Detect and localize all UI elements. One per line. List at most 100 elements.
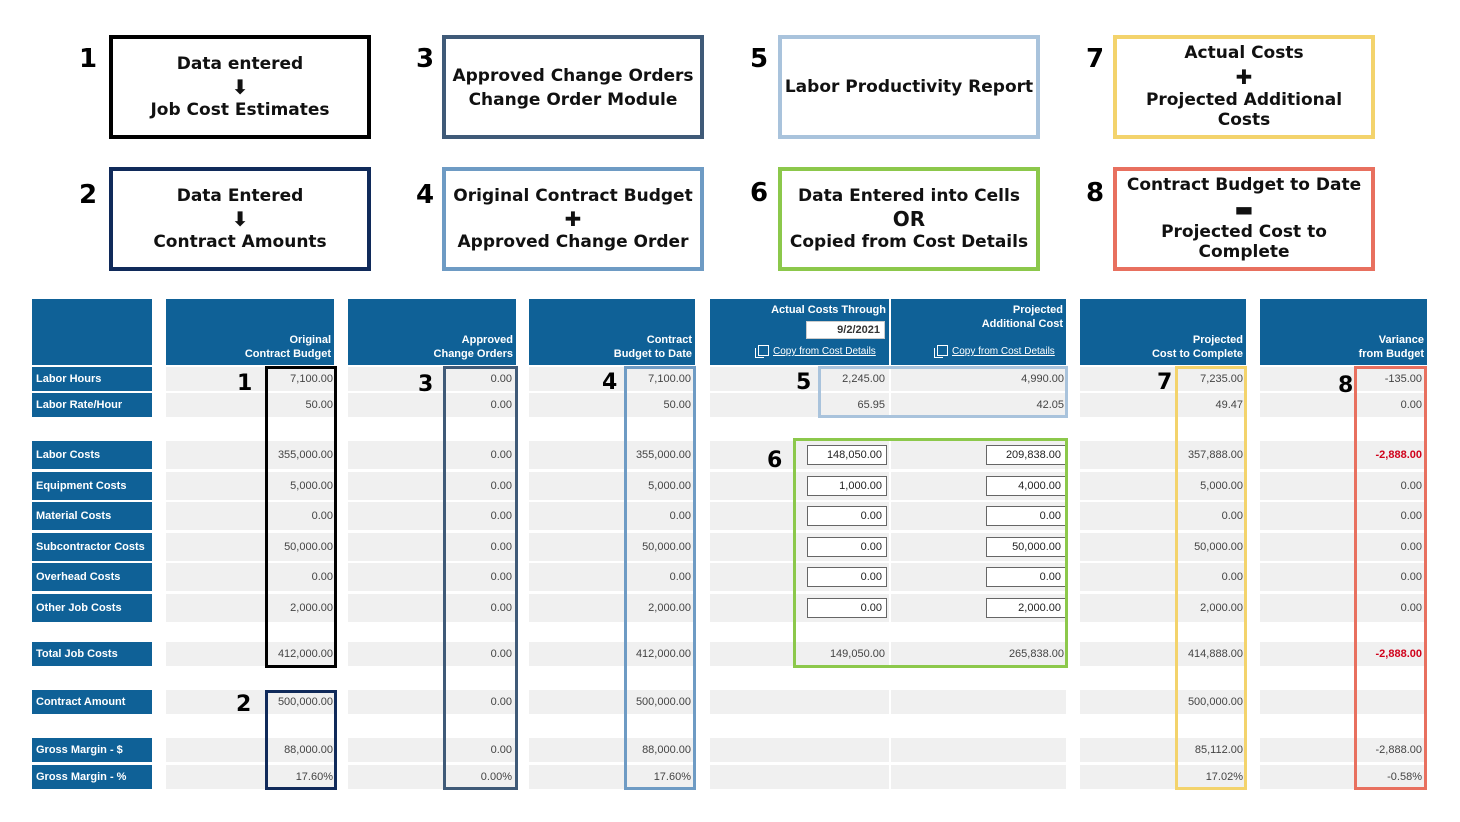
cell-band (891, 393, 1066, 417)
cell-band (529, 502, 695, 530)
header-actual-costs-through: Actual Costs Through 9/2/2021 Copy from … (710, 299, 889, 365)
legend-box-or-text: OR (892, 207, 926, 231)
cell-band (1260, 441, 1427, 469)
variance-labor-costs-value: -2,888.00 (1375, 448, 1422, 461)
variance-overhead-costs-value: 0.00 (1400, 570, 1422, 583)
projected-add-material-costs-input[interactable]: 0.00 (986, 506, 1066, 526)
variance-gross-margin-pct-value: -0.58% (1387, 770, 1422, 783)
cell-band (166, 441, 334, 469)
cell-band (1260, 563, 1427, 591)
table-marker-6: 6 (767, 448, 783, 473)
original-labor-costs-value: 355,000.00 (277, 448, 333, 461)
actual-labor-hours-value: 2,245.00 (842, 372, 885, 385)
cell-band (348, 642, 516, 666)
header-line-1: Variance (1378, 334, 1424, 346)
variance-equipment-costs-value: 0.00 (1400, 479, 1422, 492)
cell-band (1260, 594, 1427, 622)
cell-band (529, 642, 695, 666)
contract-total-job-costs-value: 412,000.00 (635, 647, 691, 660)
variance-gross-margin-dollar-value: -2,888.00 (1375, 743, 1422, 756)
legend-box-original-plus-approved: Original Contract Budget ✚ Approved Chan… (442, 167, 704, 271)
cell-band (1260, 393, 1427, 417)
copy-from-cost-details-actual[interactable]: Copy from Cost Details (755, 345, 876, 359)
legend-box-bottom-text: Projected Cost to Complete (1161, 221, 1327, 263)
original-labor-hours-value: 7,100.00 (290, 372, 333, 385)
cell-band (166, 533, 334, 561)
cell-band (166, 472, 334, 500)
variance-labor-rate-value: 0.00 (1400, 398, 1422, 411)
minus-icon: ▬ (1234, 196, 1254, 221)
approved-labor-hours-value: 0.00 (490, 372, 512, 385)
header-original-contract-budget: Original Contract Budget (166, 299, 334, 365)
cell-band (1080, 393, 1246, 417)
projected-complete-other-job-costs-value: 2,000.00 (1200, 601, 1243, 614)
row-label-labor-hours: Labor Hours (32, 367, 152, 391)
legend-box-text: Labor Productivity Report (784, 76, 1034, 97)
cell-band (166, 563, 334, 591)
cell-band (1080, 533, 1246, 561)
legend-box-bottom-text: Contract Amounts (153, 232, 327, 252)
projected-add-other-job-costs-input[interactable]: 2,000.00 (986, 598, 1066, 618)
legend-box-top-text: Original Contract Budget (453, 185, 693, 206)
header-line-1: Contract (646, 334, 692, 346)
table-marker-1: 1 (237, 371, 253, 396)
down-arrow-icon: ⬇ (231, 207, 249, 231)
projected-complete-gross-margin-pct-value: 17.02% (1205, 770, 1243, 783)
original-equipment-costs-value: 5,000.00 (290, 479, 333, 492)
cell-band (529, 393, 695, 417)
projected-add-equipment-costs-input[interactable]: 4,000.00 (986, 476, 1066, 496)
header-label-column (32, 299, 152, 365)
table-marker-5: 5 (796, 370, 812, 395)
contract-other-job-costs-value: 2,000.00 (648, 601, 691, 614)
header-line-1: Original (289, 334, 331, 346)
cell-band (1260, 765, 1427, 789)
legend-box-top-text: Approved Change Orders (452, 66, 694, 87)
original-overhead-costs-value: 0.00 (311, 570, 333, 583)
actual-overhead-costs-input[interactable]: 0.00 (807, 567, 887, 587)
actual-other-job-costs-input[interactable]: 0.00 (807, 598, 887, 618)
copy-icon (934, 345, 948, 358)
plus-icon: ✚ (1235, 64, 1253, 89)
cell-band (710, 642, 889, 666)
legend-box-bottom-text: Approved Change Order (457, 232, 689, 252)
down-arrow-icon: ⬇ (231, 75, 249, 99)
projected-add-labor-costs-input[interactable]: 209,838.00 (986, 445, 1066, 465)
table-marker-4: 4 (602, 370, 618, 395)
variance-other-job-costs-value: 0.00 (1400, 601, 1422, 614)
cell-band (348, 533, 516, 561)
original-contract-amount-value: 500,000.00 (277, 695, 333, 708)
header-variance-from-budget: Variance from Budget (1260, 299, 1427, 365)
copy-from-cost-details-projected[interactable]: Copy from Cost Details (934, 345, 1055, 359)
cell-band (1260, 642, 1427, 666)
cell-band (891, 690, 1066, 714)
cell-band (166, 393, 334, 417)
legend-box-job-cost-estimates: Data entered ⬇ Job Cost Estimates (109, 35, 371, 139)
contract-gross-margin-dollar-value: 88,000.00 (642, 743, 691, 756)
actual-equipment-costs-input[interactable]: 1,000.00 (807, 476, 887, 496)
header-actual-title: Actual Costs Through (771, 304, 886, 316)
original-labor-rate-value: 50.00 (305, 398, 333, 411)
projected-add-total-job-costs-value: 265,838.00 (1008, 647, 1064, 660)
cell-band (529, 765, 695, 789)
projected-complete-labor-rate-value: 49.47 (1215, 398, 1243, 411)
cell-band (1080, 690, 1246, 714)
cell-band (1260, 738, 1427, 762)
actual-material-costs-input[interactable]: 0.00 (807, 506, 887, 526)
row-label-labor-costs: Labor Costs (32, 441, 152, 469)
cell-band (1260, 367, 1427, 391)
row-label-overhead-costs: Overhead Costs (32, 563, 152, 591)
cell-band (1260, 472, 1427, 500)
legend-box-top-text: Actual Costs (1184, 43, 1304, 64)
actual-labor-rate-value: 65.95 (857, 398, 885, 411)
projected-add-overhead-costs-input[interactable]: 0.00 (986, 567, 1066, 587)
cell-band (166, 502, 334, 530)
cell-band (891, 765, 1066, 789)
actual-date-input[interactable]: 9/2/2021 (806, 321, 885, 339)
cell-band (891, 367, 1066, 391)
actual-subcontractor-costs-input[interactable]: 0.00 (807, 537, 887, 557)
actual-labor-costs-input[interactable]: 148,050.00 (807, 445, 887, 465)
projected-add-subcontractor-costs-input[interactable]: 50,000.00 (986, 537, 1066, 557)
contract-labor-hours-value: 7,100.00 (648, 372, 691, 385)
approved-total-job-costs-value: 0.00 (490, 647, 512, 660)
legend-box-contract-amounts: Data Entered ⬇ Contract Amounts (109, 167, 371, 271)
